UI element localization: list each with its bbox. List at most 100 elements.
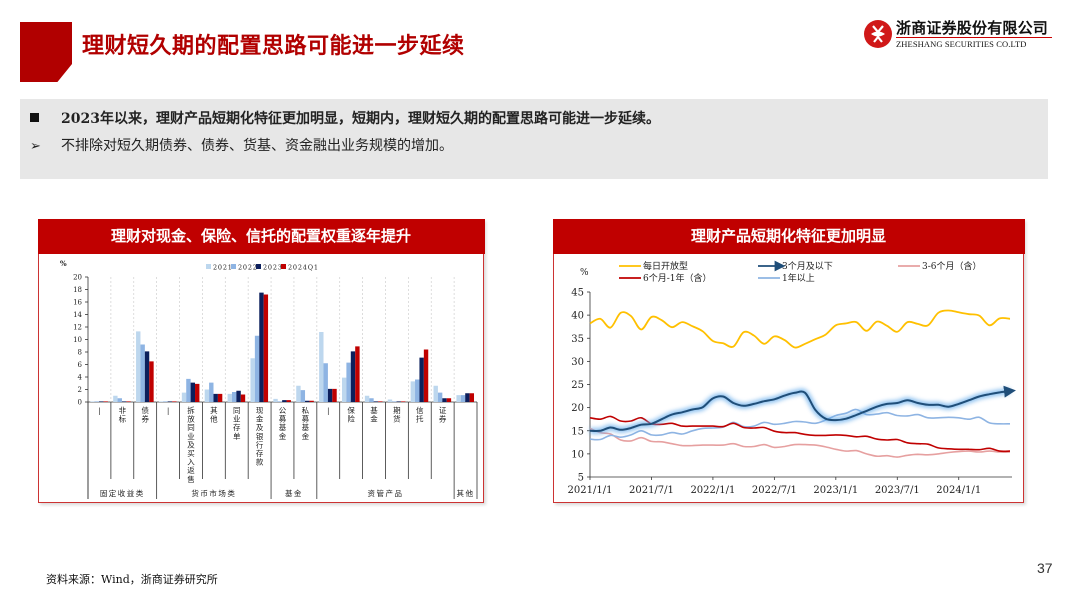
bar [162, 401, 168, 402]
bar [396, 401, 401, 402]
bar [400, 401, 405, 402]
category-label: 入 [187, 458, 195, 467]
y-tick-label: 30 [571, 357, 584, 368]
left-chart-panel: 理财对现金、保险、信托的配置权重逐年提升 % 2021 2022 2023 2024Q1… [37, 219, 485, 503]
bar [231, 392, 236, 402]
bar [94, 401, 99, 402]
y-tick-label: 5 [577, 473, 583, 484]
bar-group-债券 [135, 331, 154, 402]
category-label: 金 [278, 431, 286, 441]
category-label: | [98, 406, 101, 415]
y-tick-label: 15 [571, 426, 584, 437]
bar [418, 357, 424, 402]
svg-text:3-6个月（含）: 3-6个月（含） [922, 260, 982, 272]
series-line-6个月-1年（含） [589, 415, 1010, 453]
bar [300, 390, 305, 402]
y-tick-label: 12 [73, 324, 82, 332]
category-label: 拆 [187, 405, 195, 415]
category-label: 及 [187, 440, 195, 449]
y-unit-label: % [580, 268, 589, 278]
category-label: 放 [187, 414, 195, 424]
category-label: 金 [370, 414, 378, 424]
category-label: 券 [438, 414, 446, 424]
bar-group-现金及银行存款 [249, 292, 268, 402]
y-tick-label: 35 [571, 334, 584, 345]
category-label: 私 [301, 406, 309, 415]
bar [318, 332, 324, 402]
category-label: 公 [278, 406, 286, 415]
bar [437, 392, 442, 402]
category-label: 募 [278, 414, 286, 424]
series-line-1年以上 [589, 408, 1010, 441]
right-chart-title: 理财产品短期化特征更加明显 [552, 219, 1025, 254]
bar [345, 362, 351, 402]
category-label: 存 [232, 422, 240, 432]
x-tick-label: 2023/1/1 [813, 485, 858, 496]
legend-item-每日开放型: 每日开放型 [618, 260, 688, 272]
y-tick-label: 0 [77, 399, 81, 407]
y-tick-label: 2 [77, 386, 81, 394]
summary-bullet-2-text: 不排除对短久期债券、债券、货基、资金融出业务规模的增加。 [61, 138, 453, 154]
company-logo: 浙商证券股份有限公司 ZHESHANG SECURITIES CO.LTD [864, 17, 1064, 51]
category-label: 行 [255, 439, 263, 449]
bar [423, 349, 428, 402]
category-label: 货 [393, 414, 401, 424]
group-label: 基金 [284, 488, 302, 498]
logo-english-name: ZHESHANG SECURITIES CO.LTD [896, 39, 1027, 49]
series-line-3-6个月（含） [589, 427, 1010, 458]
bar [277, 401, 282, 402]
bar [464, 393, 470, 402]
bar [139, 344, 145, 402]
bar [204, 389, 209, 402]
category-label: 险 [347, 414, 355, 424]
x-tick-label: 2024/1/1 [936, 485, 981, 496]
category-label: 期 [393, 406, 401, 415]
category-label: 证 [438, 406, 446, 415]
y-tick-label: 40 [571, 311, 584, 322]
summary-bullet-1: 2023年以来，理财产品短期化特征更加明显，短期内，理财短久期的配置思路可能进一… [30, 108, 660, 128]
title-accent-block [20, 22, 72, 82]
bar-group-基金 [364, 395, 382, 402]
category-label: | [326, 406, 329, 415]
bar [240, 394, 245, 402]
bar [272, 398, 278, 402]
bar [135, 331, 140, 402]
left-chart-title: 理财对现金、保险、信托的配置权重逐年提升 [37, 219, 485, 254]
svg-text:2022: 2022 [238, 264, 258, 272]
x-tick-label: 2022/1/1 [690, 485, 735, 496]
category-label: 非 [118, 405, 126, 415]
svg-text:6个月-1年（含）: 6个月-1年（含） [643, 272, 712, 284]
bar-group-私募基金 [295, 385, 314, 402]
summary-bullet-1-text: 2023年以来，理财产品短期化特征更加明显，短期内，理财短久期的配置思路可能进一… [61, 111, 660, 127]
series-line-每日开放型 [589, 309, 1010, 349]
bar [354, 346, 360, 402]
legend-item-1年以上: 1年以上 [757, 272, 814, 284]
legend-item-2024Q1: 2024Q1 [280, 264, 318, 272]
logo-chinese-name: 浙商证券股份有限公司 [896, 19, 1049, 37]
arrow-bullet-icon: ➢ [30, 139, 41, 154]
square-bullet-icon [30, 113, 39, 122]
y-tick-label: 4 [77, 374, 82, 382]
bar [185, 378, 191, 402]
bar-group-保险 [341, 346, 360, 402]
category-label: 他 [210, 414, 218, 424]
group-label: 货币市场类 [191, 488, 236, 498]
bar [125, 401, 131, 402]
bar [350, 351, 355, 402]
bar-group-| [158, 401, 177, 402]
group-label: 其他 [456, 488, 474, 498]
bar [455, 395, 461, 402]
bar [469, 393, 474, 402]
bar-group-other [455, 393, 474, 402]
bar [281, 400, 287, 402]
bar [249, 358, 255, 402]
bar [327, 388, 332, 402]
category-label: 存 [255, 448, 263, 458]
legend-item-3个月及以下: 3个月及以下 [757, 260, 832, 272]
y-tick-label: 14 [73, 311, 82, 319]
category-label: 同 [187, 423, 195, 432]
bar [148, 361, 154, 402]
category-label: 买 [187, 449, 195, 458]
bar [364, 395, 369, 402]
bar [208, 382, 214, 402]
